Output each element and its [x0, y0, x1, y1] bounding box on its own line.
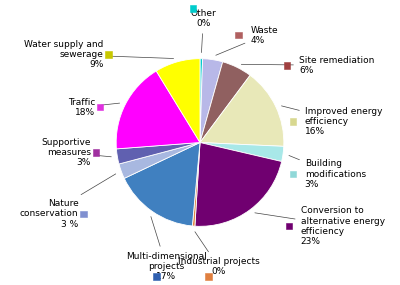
- Wedge shape: [192, 142, 200, 226]
- Text: Waste
4%: Waste 4%: [216, 25, 278, 55]
- Bar: [80, 211, 87, 217]
- Wedge shape: [124, 142, 200, 226]
- Wedge shape: [200, 59, 202, 142]
- Bar: [97, 104, 103, 110]
- Wedge shape: [119, 142, 200, 178]
- Text: Water supply and
sewerage
9%: Water supply and sewerage 9%: [24, 40, 174, 69]
- Wedge shape: [116, 142, 200, 164]
- Bar: [205, 274, 212, 280]
- Wedge shape: [116, 71, 200, 149]
- Text: Building
modifications
3%: Building modifications 3%: [289, 156, 366, 189]
- Bar: [290, 171, 296, 178]
- Bar: [153, 274, 160, 280]
- Bar: [190, 5, 196, 11]
- Bar: [284, 62, 290, 68]
- Bar: [290, 118, 296, 125]
- Wedge shape: [200, 59, 223, 142]
- Text: Nature
conservation
3 %: Nature conservation 3 %: [20, 174, 116, 229]
- Text: Supportive
measures
3%: Supportive measures 3%: [42, 138, 111, 168]
- Bar: [286, 223, 292, 229]
- Text: Traffic
18%: Traffic 18%: [68, 97, 120, 117]
- Wedge shape: [200, 75, 284, 146]
- Wedge shape: [156, 59, 200, 142]
- Wedge shape: [195, 142, 282, 226]
- Wedge shape: [200, 142, 284, 162]
- Text: Conversion to
alternative energy
efficiency
23%: Conversion to alternative energy efficie…: [255, 206, 385, 247]
- Text: Multi-dimensional
projects
17%: Multi-dimensional projects 17%: [126, 217, 207, 282]
- Bar: [93, 149, 99, 156]
- Wedge shape: [200, 62, 250, 142]
- Text: Improved energy
efficiency
16%: Improved energy efficiency 16%: [282, 106, 382, 137]
- Text: Other
0%: Other 0%: [190, 9, 216, 52]
- Bar: [106, 51, 112, 58]
- Text: Industrial projects
0%: Industrial projects 0%: [178, 232, 259, 276]
- Bar: [236, 32, 242, 38]
- Text: Site remediation
6%: Site remediation 6%: [241, 56, 374, 75]
